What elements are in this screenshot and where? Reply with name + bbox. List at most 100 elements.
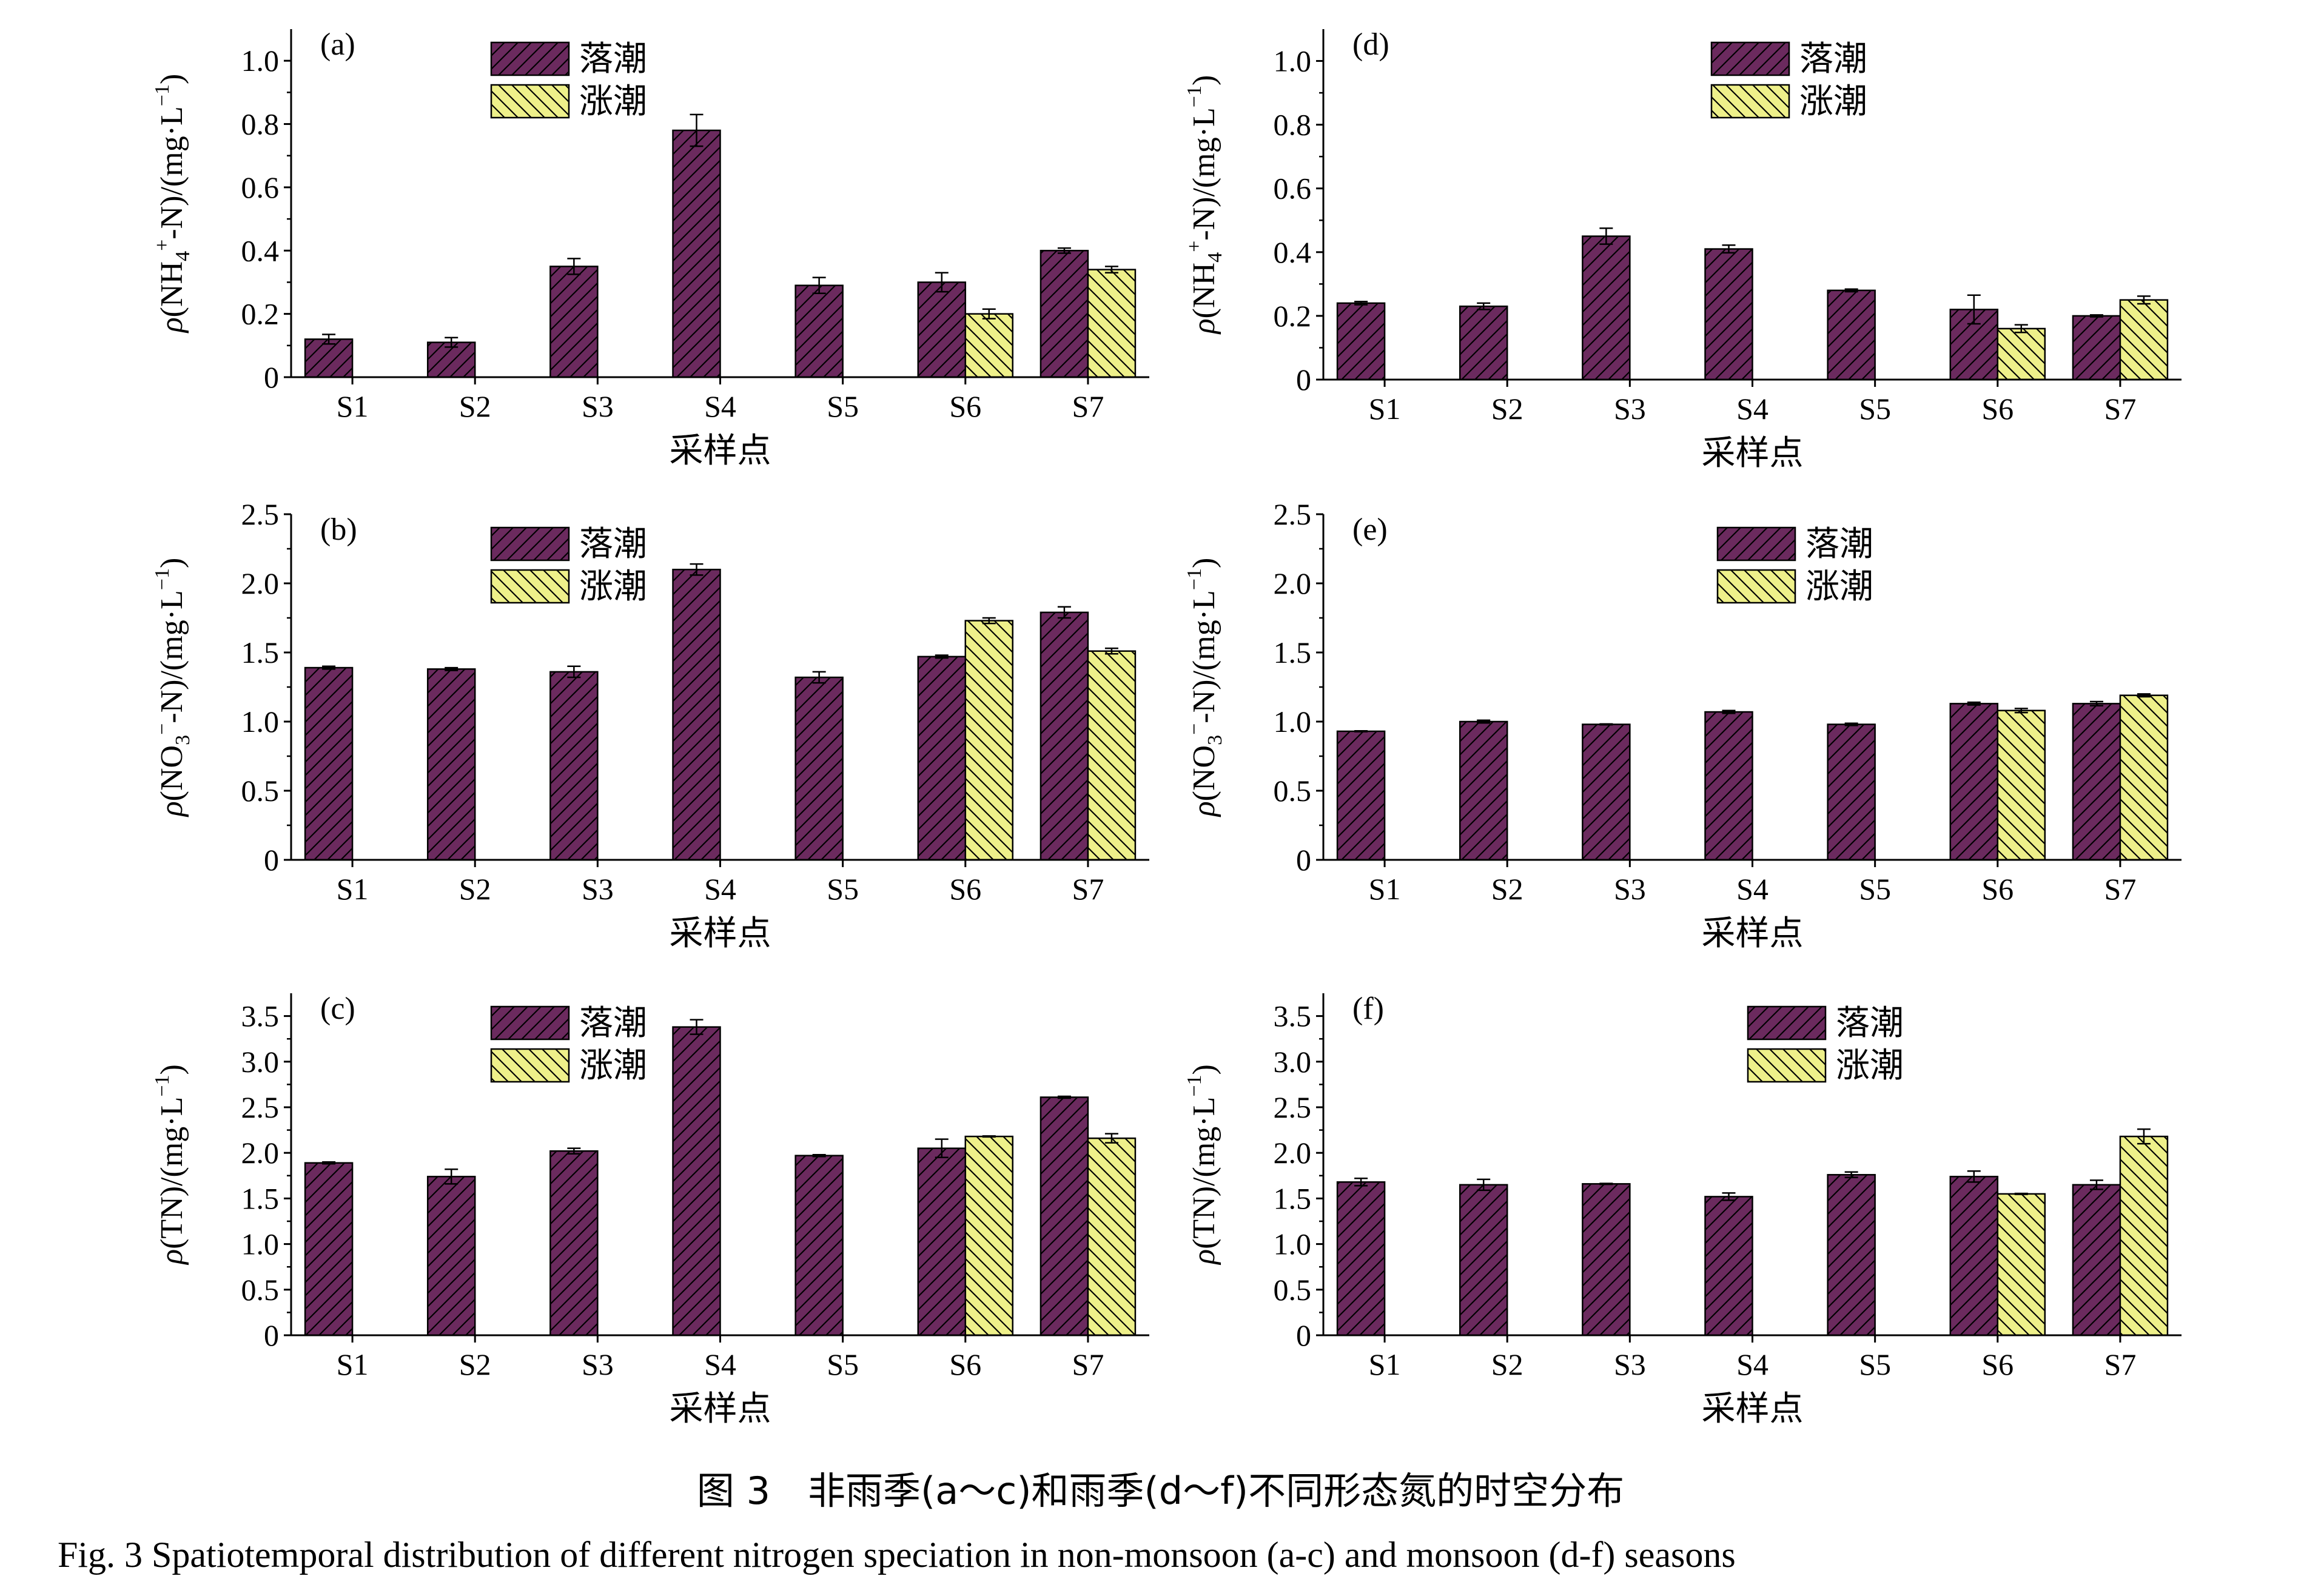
bar-flood-s7: [2119, 1135, 2169, 1336]
y-tick-label: 3.5: [1274, 999, 1312, 1033]
bar-flood-s6: [1997, 709, 2046, 861]
y-axis-title: ρ(NH4+-N)/(mg·L−1): [1183, 75, 1226, 335]
legend-swatch-flood: [490, 84, 570, 119]
bar-ebb-s3: [549, 266, 599, 378]
x-tick-label: S7: [1072, 389, 1104, 423]
y-tick-label: 2.0: [1274, 566, 1312, 600]
panel-tag: (f): [1352, 991, 1384, 1026]
y-tick-label: 1.0: [241, 44, 280, 78]
bar-ebb-s3: [1582, 235, 1631, 381]
x-tick-label: S3: [1614, 872, 1646, 906]
legend-label-flood: 涨潮: [1836, 1046, 1904, 1085]
x-tick-label: S6: [1981, 872, 2014, 906]
legend-swatch-ebb: [1716, 526, 1796, 562]
bar-ebb-s7: [2072, 1184, 2121, 1336]
x-tick-label: S6: [949, 872, 981, 906]
x-tick-label: S4: [704, 1347, 736, 1381]
bar-flood-s7: [1087, 650, 1137, 861]
y-tick-label: 1.5: [1274, 635, 1312, 669]
bar-ebb-s3: [1582, 1183, 1631, 1336]
legend-label-flood: 涨潮: [1805, 567, 1873, 606]
legend-swatch-ebb: [490, 41, 570, 76]
y-tick-label: 0.2: [1274, 299, 1312, 333]
x-tick-label: S2: [1491, 392, 1523, 426]
x-tick-label: S2: [459, 1347, 491, 1381]
bar-flood-s6: [964, 313, 1014, 378]
x-tick-label: S7: [1072, 872, 1104, 906]
y-tick-label: 1.0: [241, 705, 280, 739]
legend-swatch-flood: [1716, 569, 1796, 604]
bar-ebb-s2: [1459, 305, 1508, 381]
bar-flood-s6: [1997, 1193, 2046, 1336]
x-axis-title: 采样点: [670, 431, 771, 471]
bar-ebb-s1: [1336, 1181, 1386, 1336]
y-tick-label: 1.0: [241, 1227, 280, 1261]
x-tick-label: S4: [704, 872, 736, 906]
y-tick-label: 1.5: [1274, 1181, 1312, 1215]
bar-ebb-s5: [1827, 289, 1876, 381]
legend-swatch-ebb: [1747, 1005, 1827, 1041]
y-axis-title: ρ(NO3−-N)/(mg·L−1): [1183, 558, 1226, 818]
y-tick-label: 3.5: [241, 999, 280, 1033]
y-tick-label: 0.5: [241, 1273, 280, 1307]
x-tick-label: S6: [949, 389, 981, 423]
y-axis-title: ρ(NH4+-N)/(mg·L−1): [151, 74, 194, 334]
chart-panel-d: (d) 0 0.2 0.4 0.6 0.8 1.0 ρ(NH4+-N)/(mg·L−1) S1 S…: [1183, 27, 2182, 473]
bar-flood-s6: [1997, 327, 2046, 381]
bar-ebb-s6: [917, 1147, 967, 1336]
x-tick-label: S5: [1859, 1347, 1891, 1381]
y-tick-label: 0.8: [241, 107, 280, 141]
x-tick-label: S6: [949, 1347, 981, 1381]
x-tick-label: S7: [2104, 872, 2137, 906]
legend-label-ebb: 落潮: [579, 1004, 647, 1043]
legend-label-flood: 涨潮: [579, 1046, 647, 1085]
legend-label-ebb: 落潮: [1805, 525, 1873, 564]
bar-ebb-s1: [1336, 302, 1386, 381]
y-tick-label: 2.0: [241, 566, 280, 600]
x-tick-label: S3: [582, 1347, 614, 1381]
bar-ebb-s7: [1040, 611, 1089, 861]
y-axis-title: ρ(TN)/(mg·L−1): [151, 1064, 189, 1266]
y-tick-label: 0: [1296, 843, 1311, 877]
legend-swatch-flood: [1747, 1048, 1827, 1083]
bar-ebb-s5: [1827, 1174, 1876, 1336]
legend-label-ebb: 落潮: [1799, 39, 1867, 79]
figure-caption-english: Fig. 3 Spatiotemporal distribution of di…: [58, 1535, 1736, 1575]
x-tick-label: S5: [827, 1347, 859, 1381]
y-tick-label: 0: [264, 360, 279, 394]
bar-ebb-s1: [304, 666, 354, 861]
panel-tag: (a): [320, 27, 355, 62]
x-tick-label: S1: [337, 389, 369, 423]
x-tick-label: S1: [1369, 1347, 1401, 1381]
x-tick-label: S6: [1981, 1347, 2014, 1381]
panel-tag: (d): [1352, 27, 1389, 62]
y-tick-label: 0.8: [1274, 108, 1312, 142]
x-tick-label: S4: [1736, 392, 1768, 426]
y-tick-label: 3.0: [241, 1045, 280, 1079]
bar-ebb-s7: [1040, 1096, 1089, 1336]
x-tick-label: S5: [1859, 872, 1891, 906]
x-tick-label: S2: [459, 872, 491, 906]
bar-ebb-s4: [672, 568, 721, 861]
x-tick-label: S3: [1614, 1347, 1646, 1381]
bar-ebb-s3: [1582, 723, 1631, 861]
y-tick-label: 2.5: [241, 497, 280, 531]
x-tick-label: S7: [2104, 392, 2137, 426]
x-tick-label: S1: [1369, 872, 1401, 906]
x-axis-title: 采样点: [670, 914, 771, 953]
x-axis-title: 采样点: [670, 1389, 771, 1429]
y-tick-label: 0: [1296, 363, 1311, 397]
x-tick-label: S5: [827, 389, 859, 423]
y-tick-label: 1.0: [1274, 705, 1312, 739]
x-tick-label: S3: [582, 872, 614, 906]
bar-ebb-s6: [917, 281, 967, 378]
bar-flood-s7: [2119, 299, 2169, 381]
y-tick-label: 2.5: [241, 1090, 280, 1124]
bar-ebb-s6: [1949, 703, 1999, 861]
bar-ebb-s7: [2072, 315, 2121, 381]
bar-ebb-s3: [549, 1150, 599, 1336]
x-tick-label: S2: [459, 389, 491, 423]
y-tick-label: 2.5: [1274, 497, 1312, 531]
legend-swatch-flood: [1710, 84, 1790, 119]
bar-flood-s6: [964, 1135, 1014, 1336]
